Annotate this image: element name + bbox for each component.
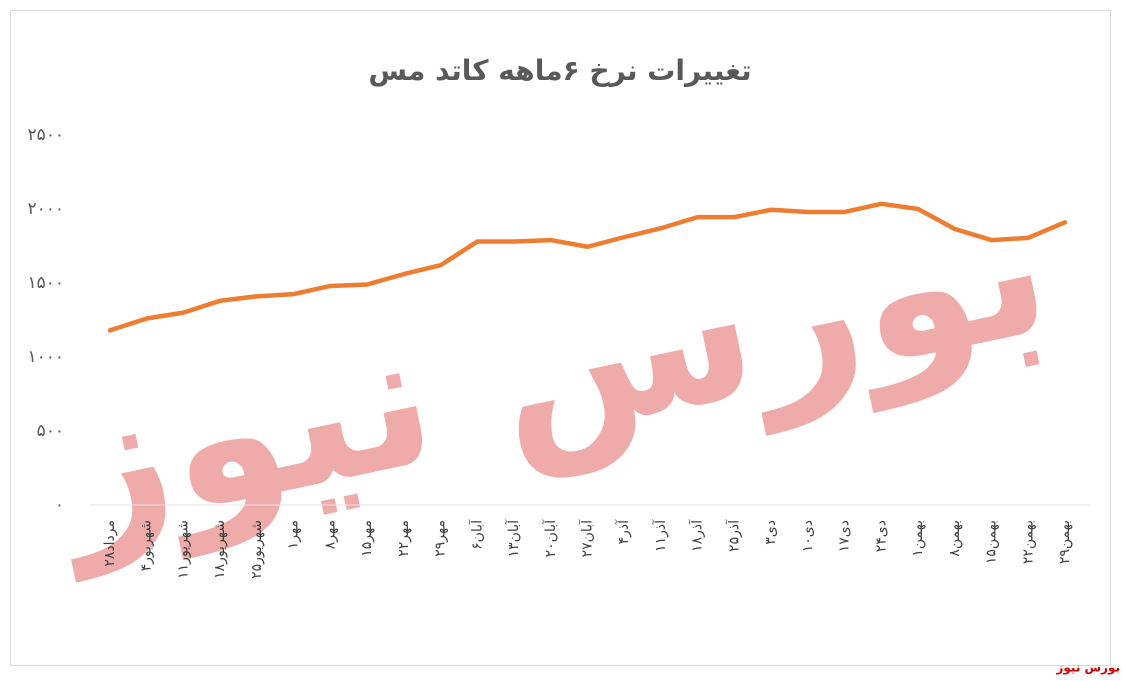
y-tick-label: ۰	[55, 495, 64, 515]
x-tick-label: ۳دی	[763, 520, 779, 545]
x-tick-label: ۲۹مهر	[433, 520, 449, 557]
y-tick-label: ۲۰۰۰	[27, 199, 64, 219]
y-tick-label: ۱۵۰۰	[27, 273, 64, 293]
x-tick-label: ۱۷دی	[837, 520, 853, 552]
chart-title: تغییرات نرخ ۶ماهه کاتد مس	[368, 54, 751, 87]
x-tick-label: ۶آبان	[468, 519, 485, 550]
y-tick-label: ۲۵۰۰	[27, 125, 64, 145]
x-tick-label: ۱بهمن	[910, 520, 926, 557]
x-tick-label: ۲۴دی	[873, 520, 889, 552]
x-tick-label: ۱۸شهریور	[212, 520, 228, 579]
x-tick-label: ۴آذر	[615, 519, 632, 545]
x-tick-label: ۱۸آذر	[689, 519, 706, 552]
x-tick-label: ۱مهر	[286, 520, 302, 549]
x-tick-label: ۲۵شهریور	[249, 520, 265, 579]
series-line	[107, 201, 1068, 333]
x-tick-label: ۱۰دی	[800, 520, 816, 552]
x-tick-label: ۸مهر	[322, 520, 338, 549]
y-tick-label: ۱۰۰۰	[27, 347, 64, 367]
x-tick-label: ۱۵مهر	[359, 520, 375, 557]
x-tick-label: ۱۱شهریور	[175, 520, 191, 579]
chart-frame	[10, 10, 1111, 666]
x-tick-label: ۲۵آذر	[725, 519, 742, 552]
x-tick-label: ۲۲بهمن	[1020, 520, 1036, 564]
x-tick-label: ۴شهریور	[139, 520, 155, 571]
x-tick-label: ۱۱آذر	[652, 519, 669, 552]
x-tick-label: ۲۹بهمن	[1057, 520, 1073, 564]
x-tick-label: ۲۷آبان	[579, 519, 596, 557]
x-tick-label: ۱۳آبان	[505, 519, 522, 557]
x-tick-label: ۸بهمن	[947, 520, 963, 557]
x-tick-label: ۲۲مهر	[396, 520, 412, 557]
x-tick-label: ۲۰آبان	[542, 519, 559, 557]
source: بورس نیوز	[1055, 661, 1120, 676]
x-tick-label: ۲۸مرداد	[102, 520, 118, 567]
x-tick-label: ۱۵بهمن	[984, 520, 1000, 564]
y-tick-label: ۵۰۰	[37, 421, 64, 441]
